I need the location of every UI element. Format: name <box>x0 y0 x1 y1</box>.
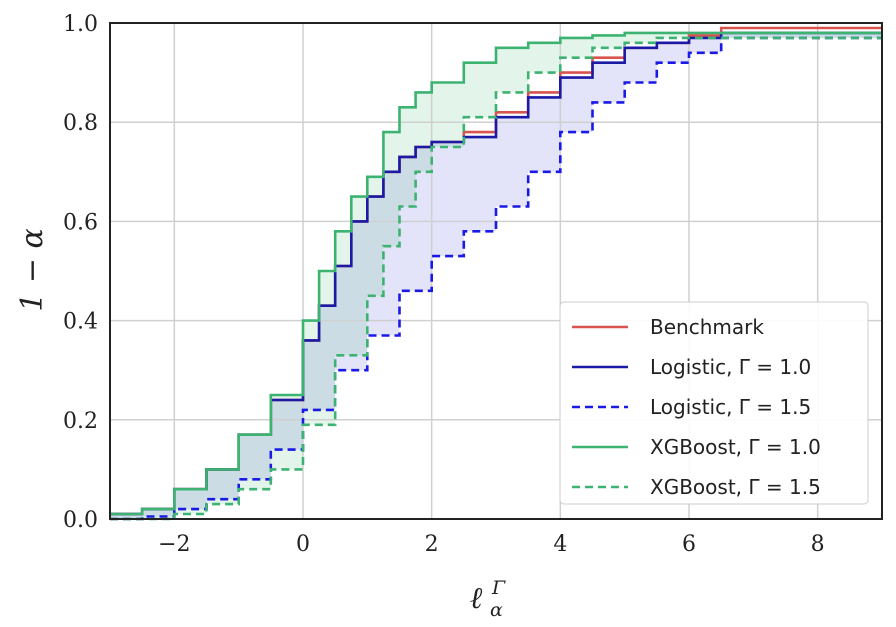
y-tick-label: 0.0 <box>63 508 98 533</box>
x-tick-label: 4 <box>553 532 567 557</box>
x-tick-label: 0 <box>296 532 310 557</box>
plot-frame <box>109 22 883 520</box>
legend-label: Benchmark <box>650 315 764 339</box>
legend-label: XGBoost, Γ = 1.5 <box>650 475 821 499</box>
legend-box <box>559 301 869 505</box>
series-line <box>110 31 882 516</box>
y-tick-label: 0.8 <box>63 111 98 136</box>
y-axis-label: 1 − α <box>15 228 50 312</box>
x-tick-label: 2 <box>425 532 439 557</box>
y-tick-label: 0.6 <box>63 210 98 235</box>
x-tick-labels: −2 0 2 4 6 8 <box>158 532 825 557</box>
x-tick-label: 8 <box>811 532 825 557</box>
x-axis-label: ℓ Γ α <box>470 577 506 621</box>
y-tick-label: 1.0 <box>63 12 98 37</box>
x-tick-label: −2 <box>158 532 190 557</box>
series-lines <box>110 26 882 521</box>
legend: Benchmark Logistic, Γ = 1.0 Logistic, Γ = … <box>559 301 869 505</box>
x-axis-label-superscript: Γ <box>491 577 506 599</box>
series-line <box>110 36 882 521</box>
x-axis-label-subscript: α <box>490 599 503 621</box>
x-tick-label: 6 <box>682 532 696 557</box>
series-line <box>110 36 882 521</box>
legend-label: Logistic, Γ = 1.5 <box>650 395 811 419</box>
x-axis-label-main: ℓ <box>470 581 483 616</box>
y-tick-label: 0.4 <box>63 310 98 335</box>
legend-label: XGBoost, Γ = 1.0 <box>650 435 821 459</box>
y-tick-labels: 0.0 0.2 0.4 0.6 0.8 1.0 <box>63 12 98 533</box>
y-tick-label: 0.2 <box>63 409 98 434</box>
legend-label: Logistic, Γ = 1.0 <box>650 355 811 379</box>
